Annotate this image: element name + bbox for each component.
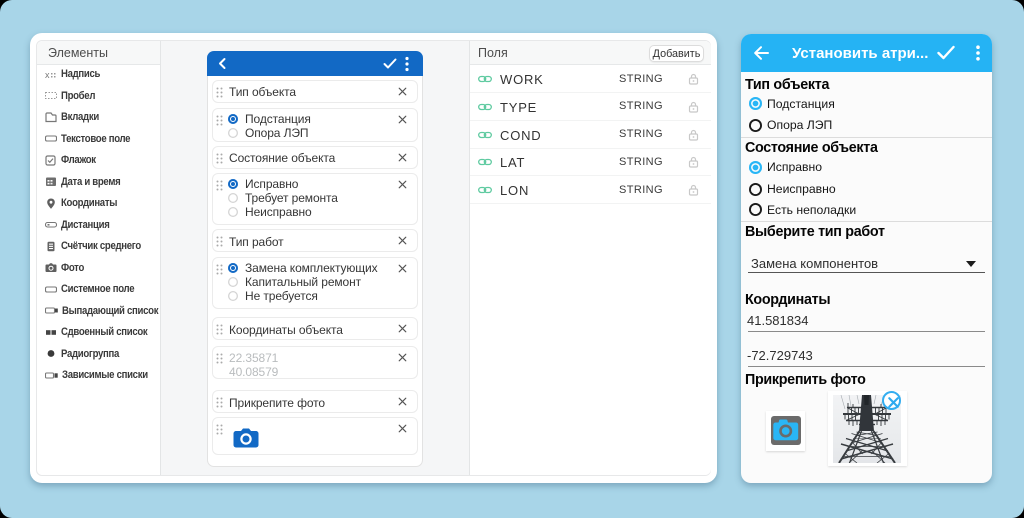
svg-text:x: x: [45, 70, 50, 80]
